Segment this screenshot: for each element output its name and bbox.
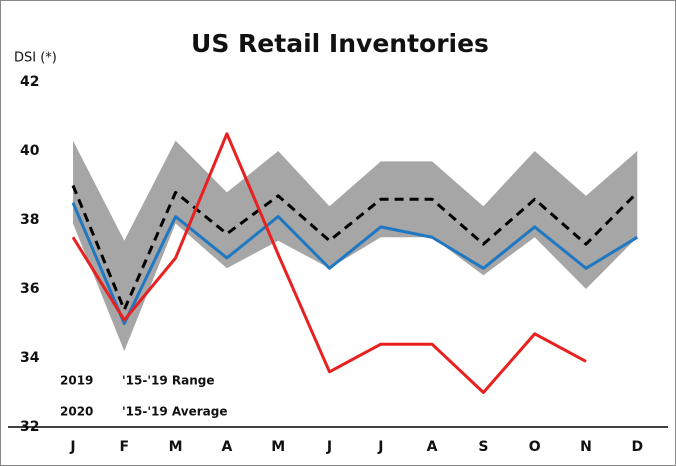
- y-tick-label: 36: [20, 281, 39, 297]
- legend-entry: 2019: [60, 374, 93, 388]
- x-tick-label: N: [580, 439, 592, 455]
- series-line: [71, 132, 587, 394]
- y-tick-label: 34: [20, 350, 40, 366]
- legend-entry: 2020: [60, 405, 93, 419]
- x-tick-label: J: [326, 439, 332, 455]
- chart-title: US Retail Inventories: [191, 29, 489, 58]
- x-tick-label: M: [169, 439, 183, 455]
- y-tick-label: 40: [20, 143, 40, 159]
- y-axis-label: DSI (*): [14, 51, 57, 66]
- x-tick-label: S: [478, 439, 488, 455]
- series-line: [71, 202, 639, 325]
- x-tick-label: J: [69, 439, 75, 455]
- x-tick-label: D: [631, 439, 643, 455]
- x-tick-label: F: [120, 439, 130, 455]
- y-tick-label: 42: [20, 74, 39, 90]
- y-tick-label: 38: [20, 212, 39, 228]
- legend-entry: '15-'19 Average: [122, 405, 227, 419]
- x-tick-label: A: [221, 439, 232, 455]
- x-tick-label: A: [427, 439, 438, 455]
- x-tick-label: M: [271, 439, 285, 455]
- x-tick-label: O: [529, 439, 541, 455]
- legend-entry: '15-'19 Range: [122, 374, 215, 388]
- series-line: [71, 184, 639, 312]
- x-tick-label: J: [377, 439, 383, 455]
